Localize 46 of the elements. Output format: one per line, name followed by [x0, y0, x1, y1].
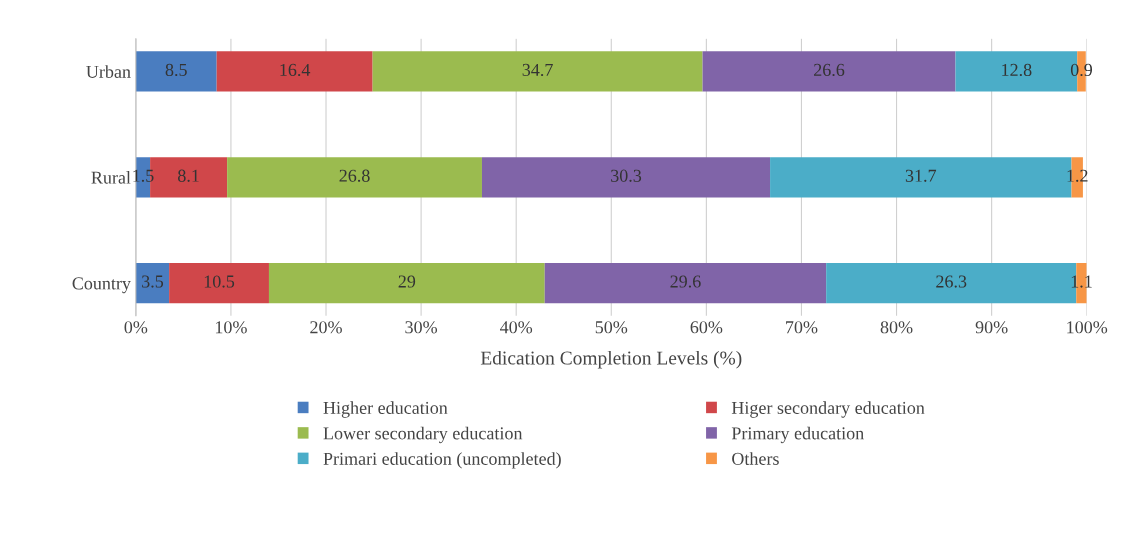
x-tick-label: 30% [405, 321, 438, 334]
data-label: 26.8 [339, 169, 370, 182]
x-tick-label: 100% [1067, 321, 1108, 334]
bar [216, 51, 373, 92]
legend-label: Primari education (uncompleted) [323, 452, 561, 469]
x-tick-label: 0% [124, 321, 148, 334]
data-label: 29 [398, 275, 416, 288]
legend-label: Others [732, 452, 779, 465]
x-tick-label: 90% [975, 321, 1008, 334]
data-label: 8.1 [178, 169, 199, 182]
bar [481, 157, 771, 198]
data-label: 10.5 [204, 275, 235, 288]
data-label: 16.4 [280, 63, 311, 77]
bar [169, 262, 269, 304]
x-tick-label: 70% [786, 321, 818, 334]
legend-label: Primary education [731, 426, 864, 444]
x-tick-label: 60% [690, 321, 723, 334]
bar [268, 262, 545, 304]
data-label: 31.7 [905, 169, 937, 182]
data-label: 26.3 [936, 275, 967, 288]
x-axis-title: Edication Completion Levels (%) [480, 350, 742, 369]
legend-label: Higher education [323, 401, 448, 418]
bar [544, 262, 827, 304]
legend-label: Higer secondary education [731, 401, 925, 418]
data-label: 34.7 [522, 63, 553, 77]
data-label: 30.3 [611, 169, 642, 182]
x-tick-label: 20% [310, 321, 342, 334]
x-tick-label: 80% [880, 321, 913, 334]
y-tick-label: Country [72, 277, 131, 294]
bar [372, 51, 703, 92]
data-label: 3.5 [142, 275, 164, 288]
data-label: 12.8 [1002, 63, 1032, 77]
x-tick-label: 40% [500, 321, 533, 334]
bar [135, 51, 217, 92]
data-label: 8.5 [165, 63, 187, 77]
bar [135, 262, 170, 304]
data-label: 0.9 [1070, 63, 1093, 77]
bar [227, 157, 482, 198]
y-tick-label: Rural [91, 171, 131, 184]
x-tick-label: 10% [215, 321, 247, 334]
legend-label: Lower secondary education [323, 426, 523, 444]
x-tick-label: 50% [595, 321, 628, 334]
data-label: 29.6 [670, 275, 701, 288]
y-tick-label: Urban [86, 65, 131, 78]
data-label: 26.6 [814, 63, 845, 77]
bar [702, 51, 956, 92]
